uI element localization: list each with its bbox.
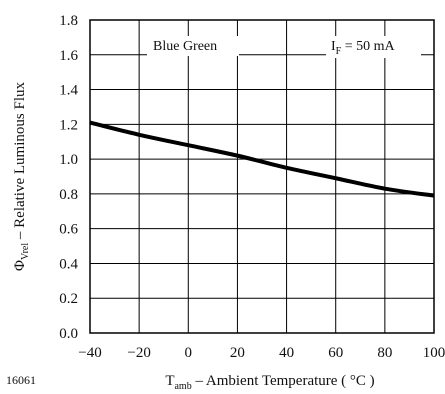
- x-tick-label: 60: [328, 345, 343, 361]
- x-tick-label: 40: [279, 345, 294, 361]
- annotation-forward-current: IF = 50 mA: [331, 39, 396, 57]
- x-tick-label: 80: [377, 345, 392, 361]
- y-axis-symbol: Φ: [12, 260, 28, 271]
- figure-id: 16061: [6, 373, 36, 387]
- y-axis-text: – Relative Luminous Flux: [12, 82, 28, 243]
- y-tick-label: 0.8: [59, 187, 78, 203]
- x-axis-text: – Ambient Temperature ( °C ): [192, 373, 375, 389]
- y-axis-title: ΦVrel – Relative Luminous Flux: [12, 82, 31, 271]
- y-tick-label: 1.2: [59, 117, 78, 133]
- x-tick-label: 0: [185, 345, 193, 361]
- x-tick-label: −40: [78, 345, 101, 361]
- x-tick-label: 100: [423, 345, 445, 361]
- x-axis-title: Tamb – Ambient Temperature ( °C ): [165, 373, 374, 392]
- annotation-color-label: Blue Green: [153, 39, 217, 54]
- current-subscript: F: [336, 46, 342, 57]
- x-tick-label: 20: [230, 345, 245, 361]
- plot-frame: [89, 19, 435, 334]
- current-symbol: I: [331, 39, 336, 54]
- y-axis-subscript: Vrel: [20, 243, 31, 260]
- x-axis-symbol: T: [165, 373, 174, 389]
- y-tick-label: 1.4: [59, 83, 78, 99]
- annotation-background: [326, 36, 421, 58]
- y-tick-label: 1.0: [59, 152, 78, 168]
- annotation-background: [147, 36, 239, 56]
- y-tick-label: 0.6: [59, 222, 78, 238]
- tick-labels: −40 −20 0 20 40 60 80 100 0.0 0.2 0.4 0.6 0.8 1.0 1.2 1…: [59, 13, 445, 361]
- y-tick-label: 1.6: [59, 48, 78, 64]
- y-tick-label: 0.0: [59, 326, 78, 342]
- x-tick-label: −20: [127, 345, 150, 361]
- grid: [90, 20, 434, 333]
- series-line-relative-flux: [89, 120, 435, 198]
- current-value: = 50 mA: [341, 39, 395, 54]
- x-axis-subscript: amb: [174, 381, 191, 392]
- y-tick-label: 1.8: [59, 13, 78, 29]
- y-tick-label: 0.2: [59, 291, 78, 307]
- y-tick-label: 0.4: [59, 256, 78, 272]
